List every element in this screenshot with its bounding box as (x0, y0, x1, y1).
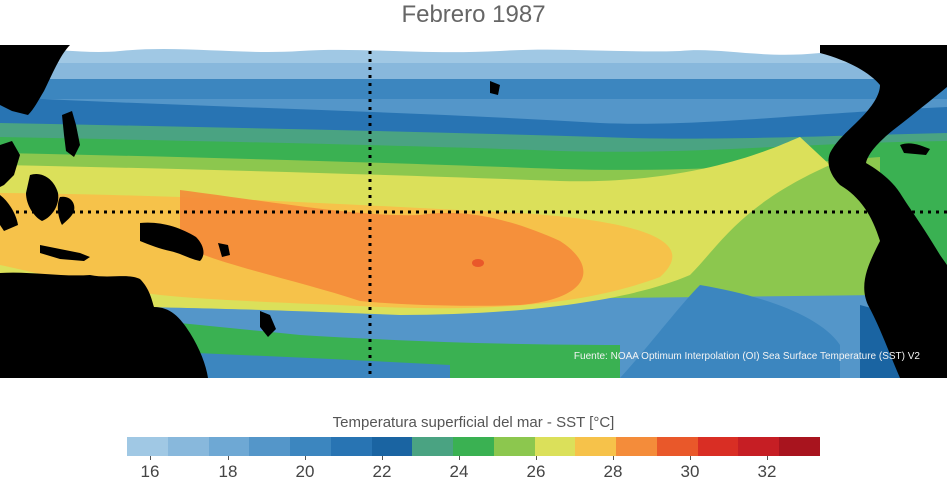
colorbar-segment (330, 437, 372, 456)
colorbar-tick-label: 24 (449, 462, 469, 481)
colorbar-segment (167, 437, 209, 456)
land-australia (0, 272, 208, 378)
colorbar-segment (575, 437, 617, 456)
land-americas (820, 45, 947, 378)
colorbar-segment (534, 437, 576, 456)
colorbar-segment (779, 437, 821, 456)
colorbar (127, 437, 821, 456)
colorbar-tick-mark (613, 456, 614, 460)
colorbar-segment (493, 437, 535, 456)
colorbar-tick-label: 32 (757, 462, 777, 481)
sst-hotspot (472, 259, 484, 267)
land-indochina (0, 141, 20, 187)
colorbar-segment (412, 437, 454, 456)
colorbar-title: Temperatura superficial del mar - SST [°… (332, 414, 615, 431)
sst-map-svg (0, 45, 947, 378)
colorbar-segment (616, 437, 657, 456)
colorbar-segment (738, 437, 780, 456)
colorbar-tick-mark (305, 456, 306, 460)
land-borneo (26, 173, 59, 221)
colorbar-tick-label: 18 (218, 462, 238, 481)
land-philippines (62, 111, 80, 157)
land-new-caledonia (260, 311, 276, 337)
sst-band-21 (0, 79, 947, 99)
colorbar-tick-mark (690, 456, 691, 460)
land-solomon (218, 243, 230, 257)
map-title: Febrero 1987 (401, 1, 546, 28)
colorbar-tick-label: 26 (526, 462, 546, 481)
land-hawaii (490, 81, 500, 95)
colorbar-tick-mark (767, 456, 768, 460)
sst-field (0, 45, 947, 378)
colorbar-segment (656, 437, 698, 456)
colorbar-tick-mark (536, 456, 537, 460)
colorbar-tick-label: 16 (140, 462, 160, 481)
colorbar-segment (208, 437, 250, 456)
land-cuba (900, 143, 930, 155)
colorbar-segment (290, 437, 331, 456)
colorbar-tick-mark (150, 456, 151, 460)
colorbar-ticks: 16 18 20 22 24 26 28 30 32 (127, 456, 820, 481)
sst-band-29 (180, 190, 584, 306)
colorbar-tick-label: 28 (603, 462, 623, 481)
sst-south-east-cold (620, 285, 840, 378)
colorbar-tick-mark (228, 456, 229, 460)
missing-data-area (0, 45, 947, 58)
colorbar-tick-label: 30 (680, 462, 700, 481)
land (0, 45, 947, 378)
colorbar-segment (127, 437, 168, 456)
colorbar-tick-mark (382, 456, 383, 460)
colorbar-segment (249, 437, 291, 456)
colorbar-segment (371, 437, 413, 456)
colorbar-tick-label: 22 (372, 462, 392, 481)
land-java-timor (40, 245, 90, 261)
colorbar-tick-mark (459, 456, 460, 460)
colorbar-tick-label: 20 (295, 462, 315, 481)
land-asia (0, 45, 70, 115)
sst-map (0, 45, 947, 378)
colorbar-segment (453, 437, 494, 456)
sst-band-17 (0, 63, 947, 79)
data-source-note: Fuente: NOAA Optimum Interpolation (OI) … (573, 351, 920, 362)
land-new-guinea (140, 222, 204, 261)
colorbar-segment (697, 437, 739, 456)
